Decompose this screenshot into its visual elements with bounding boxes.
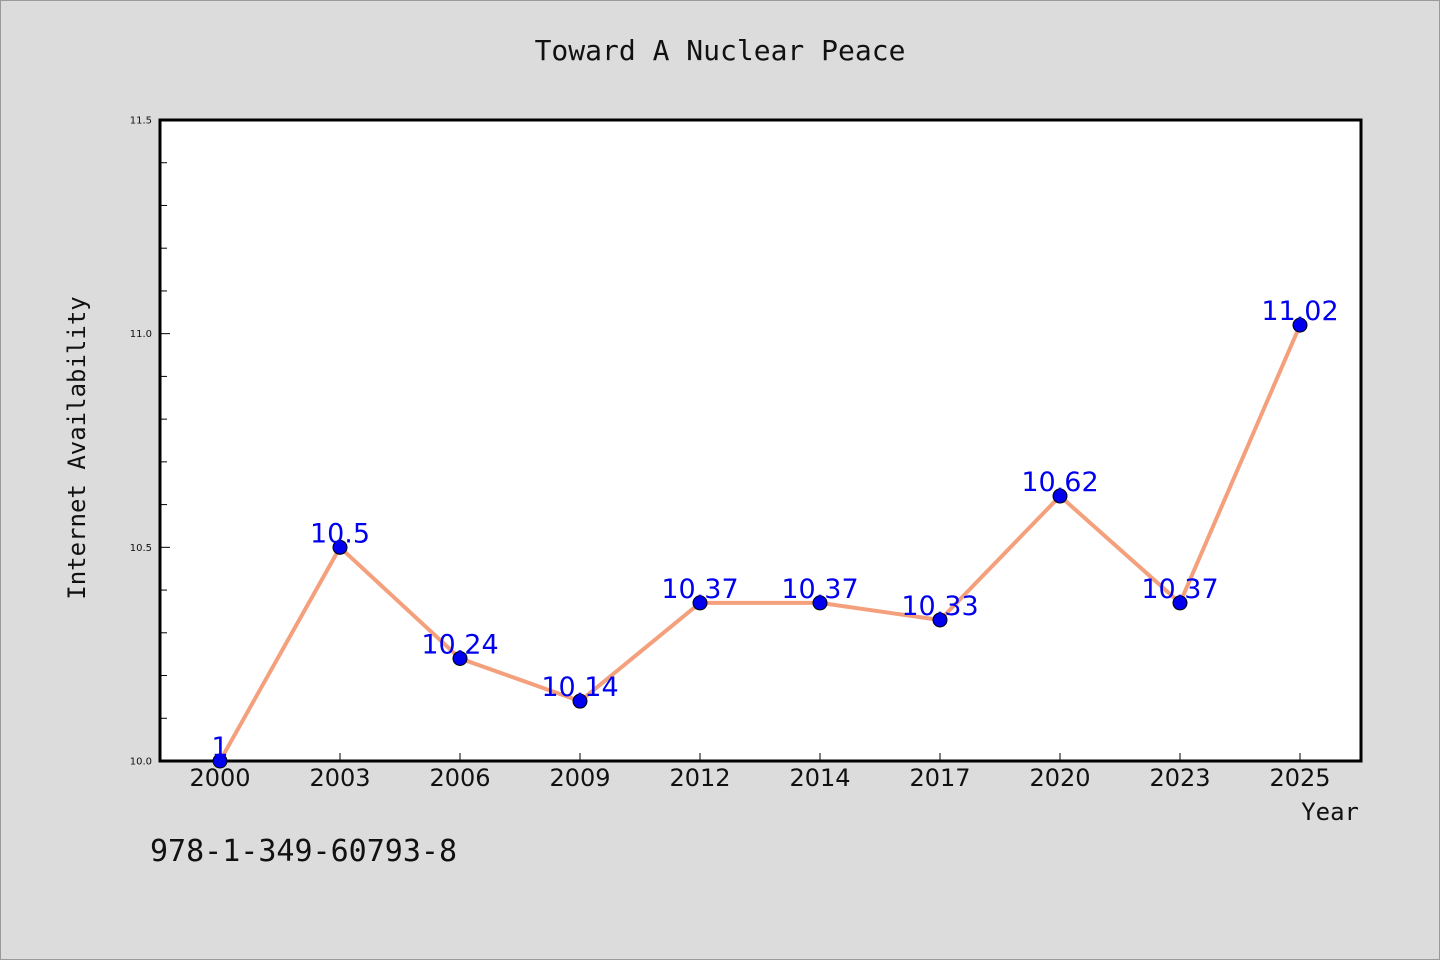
data-label: 1 <box>211 732 228 763</box>
data-point <box>1172 595 1188 611</box>
x-axis-ticks: 2000 2003 2006 2009 2012 2014 2017 2020 2023 2025 <box>189 753 1331 792</box>
y-tick-label: 10.0 <box>130 757 152 768</box>
x-tick-label: 2003 <box>309 764 370 792</box>
data-point <box>932 612 948 628</box>
x-tick-label: 2023 <box>1149 764 1210 792</box>
y-tick-label: 11.5 <box>130 116 152 127</box>
data-point <box>1292 317 1308 333</box>
data-point <box>332 539 348 555</box>
isbn-text: 978-1-349-60793-8 <box>150 834 458 869</box>
chart-title: Toward A Nuclear Peace <box>534 34 906 67</box>
plot-area <box>158 118 1363 763</box>
x-tick-label: 2017 <box>909 764 970 792</box>
x-tick-label: 2020 <box>1029 764 1090 792</box>
data-label: 10.37 <box>781 574 858 605</box>
data-point <box>452 650 468 666</box>
data-label: 10.24 <box>421 629 498 660</box>
data-label: 10.33 <box>901 591 978 622</box>
data-label: 10.37 <box>661 574 738 605</box>
data-label: 10.37 <box>1141 574 1218 605</box>
data-point <box>212 753 228 769</box>
series: 1 10.5 10.24 10.14 10.37 10.37 10.33 10.62 10.37… <box>211 296 1339 769</box>
data-point <box>692 595 708 611</box>
x-tick-label: 2009 <box>549 764 610 792</box>
x-tick-label: 2014 <box>789 764 850 792</box>
y-tick-label: 10.5 <box>130 543 152 554</box>
data-point <box>572 693 588 709</box>
y-tick-label: 11.0 <box>130 329 152 340</box>
data-point <box>812 595 828 611</box>
y-axis-ticks: 10.0 10.5 11.0 11.5 <box>130 116 170 768</box>
x-tick-label: 2000 <box>189 764 250 792</box>
data-label: 10.5 <box>310 518 370 549</box>
x-axis-label: Year <box>1301 798 1359 826</box>
data-label: 10.62 <box>1021 467 1098 498</box>
x-tick-label: 2012 <box>669 764 730 792</box>
y-axis-label: Internet Availability <box>63 296 91 599</box>
series-line <box>218 323 1302 763</box>
data-point <box>1052 488 1068 504</box>
x-tick-label: 2025 <box>1269 764 1330 792</box>
x-tick-label: 2006 <box>429 764 490 792</box>
data-label: 11.02 <box>1261 296 1338 327</box>
data-label: 10.14 <box>541 672 618 703</box>
